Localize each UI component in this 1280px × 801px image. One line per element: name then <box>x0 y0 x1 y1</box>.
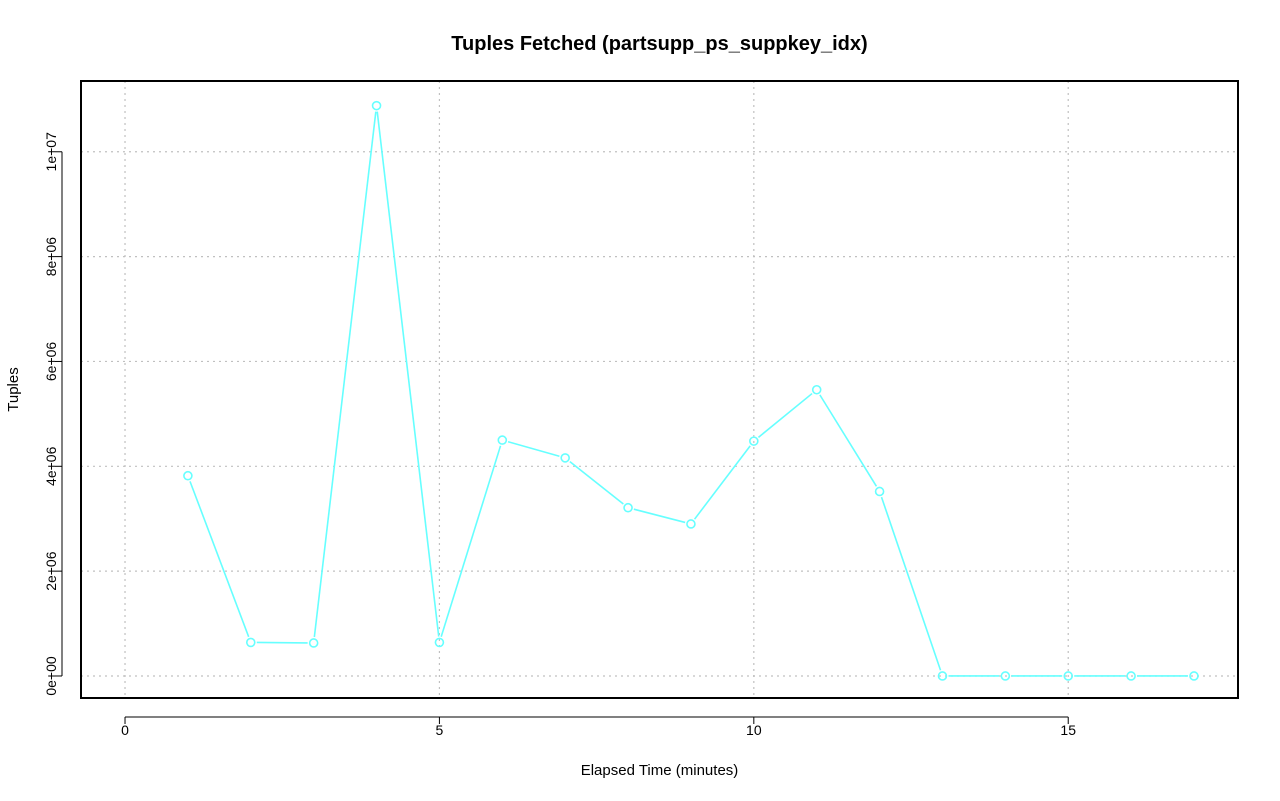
data-point <box>749 436 759 446</box>
y-tick-label: 0e+00 <box>43 656 59 696</box>
data-point <box>497 435 508 445</box>
data-point <box>308 638 319 648</box>
series-line-segment <box>633 508 686 524</box>
series-line-segment <box>757 392 813 438</box>
chart-title: Tuples Fetched (partsupp_ps_suppkey_idx) <box>451 33 867 55</box>
data-point <box>371 100 382 111</box>
x-tick-label: 10 <box>746 722 762 738</box>
data-point <box>1126 671 1136 681</box>
data-point <box>245 637 256 648</box>
data-point <box>183 470 193 481</box>
grid-lines <box>81 81 1238 698</box>
y-tick-label: 2e+06 <box>43 551 59 591</box>
series-line-segment <box>569 461 624 505</box>
series-line-segment <box>507 440 560 458</box>
axes: 0 5 10 15 0e+00 2e+06 4e+06 6e+06 8e+06 1e+07 <box>43 132 1076 738</box>
data-point <box>1189 671 1199 681</box>
x-tick-label: 15 <box>1060 722 1076 738</box>
series-layer <box>183 100 1199 681</box>
series-line-segment <box>819 394 878 487</box>
series-line-segment <box>440 445 502 637</box>
data-point <box>623 502 633 513</box>
series-line-segment <box>376 111 440 637</box>
y-tick-label: 4e+06 <box>43 446 59 486</box>
data-point <box>874 486 885 497</box>
series-line-segment <box>189 481 250 638</box>
x-tick-label: 5 <box>436 722 444 738</box>
data-point <box>1063 671 1074 681</box>
data-point <box>434 637 445 648</box>
data-point <box>560 453 570 463</box>
x-tick-label: 0 <box>121 722 129 738</box>
data-point <box>811 384 822 395</box>
data-point <box>686 519 696 529</box>
y-tick-label: 8e+06 <box>43 237 59 277</box>
plot-frame <box>80 80 1239 699</box>
x-axis-label: Elapsed Time (minutes) <box>581 762 739 779</box>
series-line-segment <box>693 445 751 520</box>
y-tick-label: 1e+07 <box>43 132 59 172</box>
y-axis-label: Tuples <box>5 367 22 411</box>
data-point <box>937 671 948 681</box>
data-point <box>1000 671 1011 681</box>
y-tick-label: 6e+06 <box>43 342 59 382</box>
series-line-segment <box>880 496 942 671</box>
series-line-segment <box>313 111 377 638</box>
